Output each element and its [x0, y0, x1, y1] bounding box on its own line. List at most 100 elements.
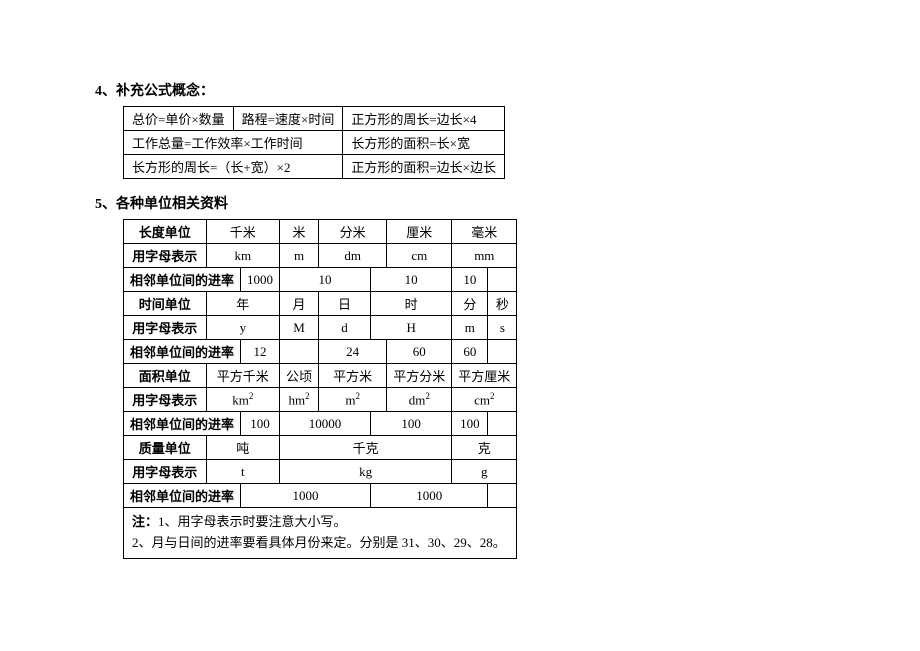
unit-letter: H [371, 316, 452, 340]
unit-rate: 10 [371, 268, 452, 292]
unit-letter: m2 [319, 388, 387, 412]
unit-rate: 1000 [241, 484, 371, 508]
unit-name: 分米 [319, 220, 387, 244]
unit-letter: kg [280, 460, 452, 484]
row-label: 面积单位 [124, 364, 207, 388]
section-5-heading: 5、各种单位相关资料 [95, 193, 915, 213]
table-row: 面积单位 平方千米 公顷 平方米 平方分米 平方厘米 [124, 364, 517, 388]
unit-name: 毫米 [452, 220, 517, 244]
unit-rate: 60 [387, 340, 452, 364]
unit-name: 厘米 [387, 220, 452, 244]
unit-name: 平方千米 [206, 364, 279, 388]
unit-letter: t [206, 460, 279, 484]
unit-rate: 10 [452, 268, 488, 292]
unit-rate: 1000 [371, 484, 488, 508]
row-label: 长度单位 [124, 220, 207, 244]
table-row: 质量单位 吨 千克 克 [124, 436, 517, 460]
unit-letter: mm [452, 244, 517, 268]
unit-rate: 12 [241, 340, 280, 364]
formula-cell: 工作总量=工作效率×工作时间 [124, 131, 343, 155]
row-label: 相邻单位间的进率 [124, 340, 241, 364]
row-label: 质量单位 [124, 436, 207, 460]
unit-rate: 100 [241, 412, 280, 436]
row-label: 用字母表示 [124, 460, 207, 484]
table-row: 相邻单位间的进率 1000 10 10 10 [124, 268, 517, 292]
unit-rate: 60 [452, 340, 488, 364]
unit-rate: 1000 [241, 268, 280, 292]
unit-letter: d [319, 316, 371, 340]
note-cell: 注：1、用字母表示时要注意大小写。 2、月与日间的进率要看具体月份来定。分别是 … [124, 508, 517, 559]
unit-name: 分 [452, 292, 488, 316]
unit-letter: cm2 [452, 388, 517, 412]
row-label: 相邻单位间的进率 [124, 412, 241, 436]
formula-cell: 正方形的周长=边长×4 [343, 107, 505, 131]
empty-cell [488, 412, 517, 436]
unit-name: 吨 [206, 436, 279, 460]
table-row: 总价=单价×数量 路程=速度×时间 正方形的周长=边长×4 [124, 107, 505, 131]
table-row: 相邻单位间的进率 1000 1000 [124, 484, 517, 508]
unit-name: 秒 [488, 292, 517, 316]
unit-name: 千米 [206, 220, 279, 244]
empty-cell [488, 484, 517, 508]
unit-name: 公顷 [280, 364, 319, 388]
unit-name: 平方米 [319, 364, 387, 388]
section-4-heading: 4、补充公式概念： [95, 80, 915, 100]
unit-letter: dm [319, 244, 387, 268]
unit-letter: km [206, 244, 279, 268]
unit-letter: cm [387, 244, 452, 268]
unit-letter: M [280, 316, 319, 340]
formula-cell: 正方形的面积=边长×边长 [343, 155, 505, 179]
unit-rate: 100 [371, 412, 452, 436]
note-prefix: 注： [132, 514, 158, 529]
table-row: 相邻单位间的进率 100 10000 100 100 [124, 412, 517, 436]
table-row: 用字母表示 t kg g [124, 460, 517, 484]
unit-letter: y [206, 316, 279, 340]
unit-rate: 10000 [280, 412, 371, 436]
unit-name: 克 [452, 436, 517, 460]
table-row: 长方形的周长=（长+宽）×2 正方形的面积=边长×边长 [124, 155, 505, 179]
note-row: 注：1、用字母表示时要注意大小写。 2、月与日间的进率要看具体月份来定。分别是 … [124, 508, 517, 559]
formula-table: 总价=单价×数量 路程=速度×时间 正方形的周长=边长×4 工作总量=工作效率×… [123, 106, 505, 179]
formula-cell: 路程=速度×时间 [233, 107, 343, 131]
empty-cell [488, 340, 517, 364]
formula-cell: 总价=单价×数量 [124, 107, 234, 131]
unit-name: 米 [280, 220, 319, 244]
unit-letter: m [280, 244, 319, 268]
empty-cell [488, 268, 517, 292]
row-label: 时间单位 [124, 292, 207, 316]
unit-rate: 100 [452, 412, 488, 436]
note-line-2: 2、月与日间的进率要看具体月份来定。分别是 31、30、29、28。 [132, 535, 506, 550]
row-label: 用字母表示 [124, 388, 207, 412]
note-line-1: 1、用字母表示时要注意大小写。 [158, 514, 347, 529]
unit-name: 日 [319, 292, 371, 316]
table-row: 相邻单位间的进率 12 24 60 60 [124, 340, 517, 364]
table-row: 长度单位 千米 米 分米 厘米 毫米 [124, 220, 517, 244]
unit-rate: 10 [280, 268, 371, 292]
formula-cell: 长方形的面积=长×宽 [343, 131, 505, 155]
unit-letter: dm2 [387, 388, 452, 412]
unit-letter: hm2 [280, 388, 319, 412]
unit-name: 月 [280, 292, 319, 316]
unit-name: 年 [206, 292, 279, 316]
table-row: 工作总量=工作效率×工作时间 长方形的面积=长×宽 [124, 131, 505, 155]
unit-name: 平方厘米 [452, 364, 517, 388]
table-row: 时间单位 年 月 日 时 分 秒 [124, 292, 517, 316]
unit-letter: km2 [206, 388, 279, 412]
unit-letter: g [452, 460, 517, 484]
units-table: 长度单位 千米 米 分米 厘米 毫米 用字母表示 km m dm cm mm 相… [123, 219, 517, 559]
unit-letter: m [452, 316, 488, 340]
unit-name: 千克 [280, 436, 452, 460]
row-label: 用字母表示 [124, 316, 207, 340]
unit-rate: 24 [319, 340, 387, 364]
table-row: 用字母表示 y M d H m s [124, 316, 517, 340]
unit-letter: s [488, 316, 517, 340]
unit-name: 时 [371, 292, 452, 316]
unit-rate [280, 340, 319, 364]
row-label: 相邻单位间的进率 [124, 268, 241, 292]
formula-cell: 长方形的周长=（长+宽）×2 [124, 155, 343, 179]
table-row: 用字母表示 km2 hm2 m2 dm2 cm2 [124, 388, 517, 412]
unit-name: 平方分米 [387, 364, 452, 388]
row-label: 用字母表示 [124, 244, 207, 268]
table-row: 用字母表示 km m dm cm mm [124, 244, 517, 268]
row-label: 相邻单位间的进率 [124, 484, 241, 508]
